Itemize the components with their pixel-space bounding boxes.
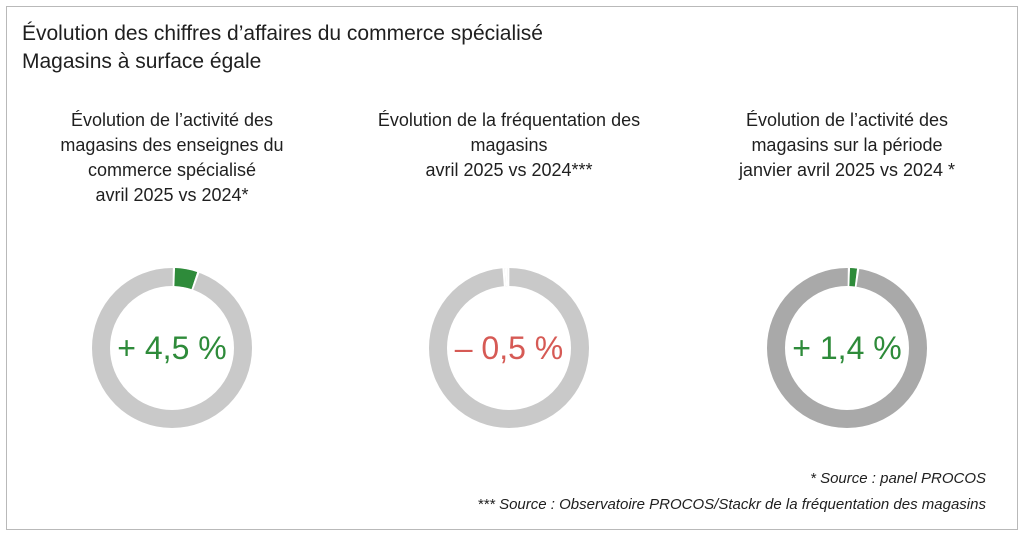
panel-title: Évolution de la fréquentation des magasi… — [359, 108, 659, 218]
donut-ring — [92, 268, 252, 428]
donut-segment — [174, 268, 198, 290]
donut-chart: – 0,5 % — [429, 266, 589, 428]
panel-title-line: janvier avril 2025 vs 2024 * — [738, 160, 956, 180]
donut-value-label: + 4,5 % — [117, 330, 226, 366]
panel-title-line: magasins — [470, 135, 548, 155]
donut-value-label: – 0,5 % — [455, 330, 564, 366]
chart-title: Évolution des chiffres d’affaires du com… — [22, 20, 543, 76]
title-line-2: Magasins à surface égale — [22, 50, 262, 73]
chart-frame — [6, 6, 1018, 530]
panel-title-line: avril 2025 vs 2024*** — [425, 160, 593, 180]
panel-activity-jan-april: Évolution de l’activité des magasins sur… — [697, 108, 997, 428]
panel-title-line: Évolution de la fréquentation des — [377, 110, 641, 130]
panel-title: Évolution de l’activité des magasins sur… — [697, 108, 997, 218]
source-line: *** Source : Observatoire PROCOS/Stackr … — [477, 496, 986, 513]
source-line: * Source : panel PROCOS — [810, 470, 986, 487]
panel-title-line: Évolution de l’activité des — [745, 110, 949, 130]
donut-segment — [849, 268, 858, 287]
panel-footfall-april: Évolution de la fréquentation des magasi… — [359, 108, 659, 428]
panel-title-line: magasins sur la période — [751, 135, 943, 155]
panel-title-line: avril 2025 vs 2024* — [95, 185, 249, 205]
panel-title-line: Évolution de l’activité des — [70, 110, 274, 130]
donut-chart: + 4,5 % — [92, 267, 252, 428]
panel-title-line: magasins des enseignes du — [60, 135, 284, 155]
title-line-1: Évolution des chiffres d’affaires du com… — [22, 22, 543, 45]
panel-activity-april: Évolution de l’activité des magasins des… — [22, 108, 322, 428]
donut-chart: + 1,4 % — [767, 267, 927, 428]
donut-ring — [767, 268, 927, 428]
donut-value-label: + 1,4 % — [792, 330, 901, 366]
segment-separator — [191, 271, 200, 291]
panel-title: Évolution de l’activité des magasins des… — [22, 108, 322, 218]
panel-title-line: commerce spécialisé — [87, 160, 257, 180]
sources-note: * Source : panel PROCOS *** Source : Obs… — [477, 466, 986, 518]
